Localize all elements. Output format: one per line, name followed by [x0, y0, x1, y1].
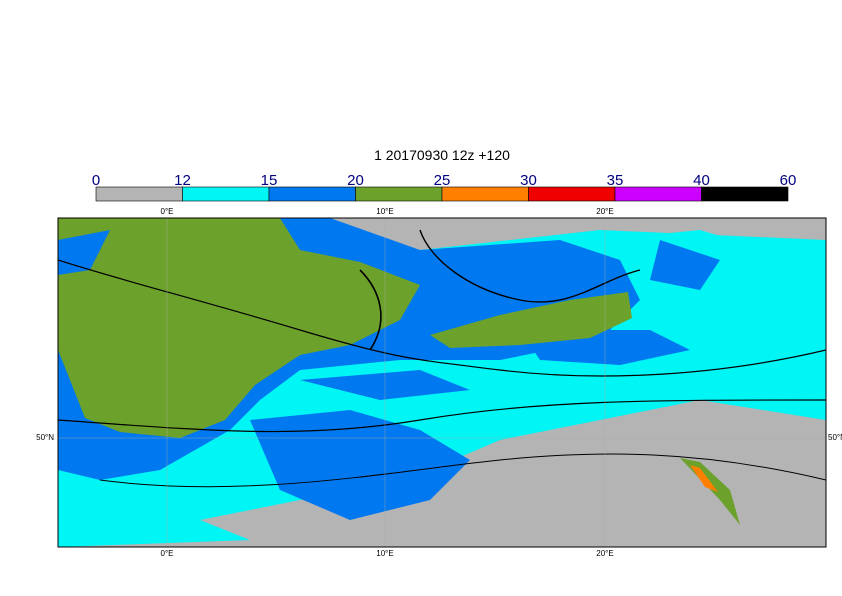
title: 1 20170930 12z +120 [374, 147, 510, 163]
colorbar-label: 30 [520, 172, 537, 189]
field-orange [690, 465, 718, 492]
colorbar-segment [182, 186, 270, 202]
colorbar-segment [614, 186, 702, 202]
lon-label: 20°E [596, 549, 613, 558]
colorbar-segment [441, 186, 529, 202]
lon-label: 10°E [376, 207, 393, 216]
field-green [680, 458, 740, 525]
colorbar-label: 15 [261, 172, 278, 189]
field-green [58, 218, 420, 438]
colorbar-label: 20 [347, 172, 364, 189]
lon-label: 20°E [596, 207, 613, 216]
map-frame [57, 217, 827, 548]
coastline [99, 453, 826, 488]
colorbar-segment [95, 186, 183, 202]
lat-label: 50°N [828, 433, 842, 442]
colorbar-segment [355, 186, 443, 202]
coastline [419, 229, 641, 303]
colorbar-label: 12 [174, 172, 191, 189]
colorbar-label: 60 [780, 172, 797, 189]
colorbar: 0 12 15 20 25 30 35 40 60 [92, 172, 797, 202]
coastline [359, 269, 382, 351]
lon-label: 0°E [161, 549, 174, 558]
map-area [58, 218, 826, 547]
lon-label: 10°E [376, 549, 393, 558]
colorbar-label: 0 [92, 172, 100, 189]
field-blue [250, 410, 470, 520]
field-green [430, 292, 632, 348]
colorbar-segment [268, 186, 356, 202]
colorbar-label: 40 [693, 172, 710, 189]
field-cyan [58, 480, 250, 547]
field-blue [650, 240, 720, 290]
colorbar-segment [528, 186, 616, 202]
lon-label: 0°E [161, 207, 174, 216]
coastline [58, 399, 826, 433]
lat-label: 50°N [36, 433, 54, 442]
colorbar-segment [701, 186, 789, 202]
coastline [58, 259, 826, 377]
colorbar-label: 35 [607, 172, 624, 189]
colorbar-label: 25 [434, 172, 451, 189]
